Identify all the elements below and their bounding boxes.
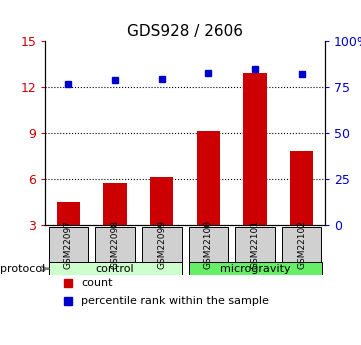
Text: GSM22098: GSM22098 bbox=[110, 220, 119, 269]
Text: GSM22100: GSM22100 bbox=[204, 220, 213, 269]
Text: GSM22102: GSM22102 bbox=[297, 220, 306, 269]
Text: GSM22097: GSM22097 bbox=[64, 220, 73, 269]
FancyBboxPatch shape bbox=[49, 227, 88, 263]
FancyBboxPatch shape bbox=[142, 227, 182, 263]
Text: protocol: protocol bbox=[0, 264, 48, 274]
FancyBboxPatch shape bbox=[188, 227, 228, 263]
FancyBboxPatch shape bbox=[282, 227, 321, 263]
Bar bbox=[150, 177, 173, 225]
Bar bbox=[103, 184, 127, 225]
Bar bbox=[57, 202, 80, 225]
Text: GSM22099: GSM22099 bbox=[157, 220, 166, 269]
Bar bbox=[197, 131, 220, 225]
FancyBboxPatch shape bbox=[49, 263, 182, 275]
FancyBboxPatch shape bbox=[95, 227, 135, 263]
Bar bbox=[243, 73, 267, 225]
Text: percentile rank within the sample: percentile rank within the sample bbox=[82, 296, 269, 306]
FancyBboxPatch shape bbox=[189, 263, 322, 275]
FancyBboxPatch shape bbox=[235, 227, 275, 263]
Title: GDS928 / 2606: GDS928 / 2606 bbox=[127, 24, 243, 39]
Text: control: control bbox=[96, 264, 134, 274]
Text: GSM22101: GSM22101 bbox=[251, 220, 260, 269]
Text: count: count bbox=[82, 278, 113, 288]
Text: microgravity: microgravity bbox=[219, 264, 290, 274]
Bar bbox=[290, 151, 313, 225]
